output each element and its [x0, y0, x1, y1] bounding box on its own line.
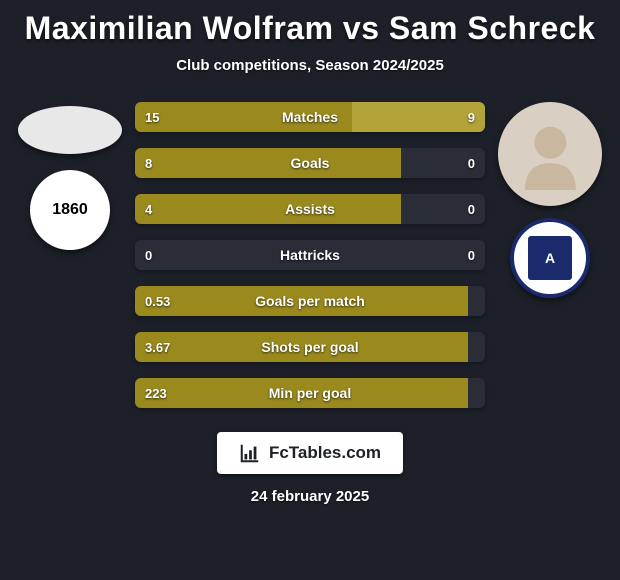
right-player-stack: A [490, 102, 610, 298]
right-club-badge: A [510, 218, 590, 298]
stat-row: Assists40 [135, 194, 485, 224]
stat-value-left: 0 [135, 240, 162, 270]
stat-bar-left [135, 148, 401, 178]
stat-bar-left [135, 332, 468, 362]
stat-row: Goals80 [135, 148, 485, 178]
left-club-badge: 1860 [30, 170, 110, 250]
stat-row: Goals per match0.53 [135, 286, 485, 316]
page-subtitle: Club competitions, Season 2024/2025 [0, 57, 620, 74]
stat-row: Hattricks0 0 [135, 240, 485, 270]
stat-bar-left [135, 194, 401, 224]
stat-bars: Matches159Goals80Assists40Hattricks00Goa… [135, 102, 485, 408]
stat-row: Shots per goal3.67 [135, 332, 485, 362]
brand-badge[interactable]: FcTables.com [217, 432, 403, 474]
page-title: Maximilian Wolfram vs Sam Schreck [0, 0, 620, 47]
stat-row: Min per goal223 [135, 378, 485, 408]
stat-bar-left [135, 286, 468, 316]
stat-value-right: 0 [458, 194, 485, 224]
stat-bar-left [135, 378, 468, 408]
right-player-portrait [498, 102, 602, 206]
stat-bar-left [135, 102, 352, 132]
footer: FcTables.com 24 february 2025 [0, 432, 620, 505]
left-club-badge-text: 1860 [52, 201, 88, 219]
stat-value-right [465, 286, 485, 316]
brand-text: FcTables.com [269, 443, 381, 463]
stat-value-right: 0 [458, 148, 485, 178]
stat-value-right [465, 378, 485, 408]
comparison-content: 1860 A Matches159 Goals80 Assists40 Hattric… [0, 102, 620, 408]
left-player-stack: 1860 [10, 102, 130, 250]
right-club-badge-inner: A [528, 236, 572, 280]
stat-label: Hattricks [135, 240, 485, 270]
stat-value-right: 0 [458, 240, 485, 270]
stat-bar-right [352, 102, 485, 132]
comparison-date: 24 february 2025 [251, 488, 369, 505]
person-silhouette-icon [514, 118, 587, 191]
stat-value-right [465, 332, 485, 362]
stat-row: Matches159 [135, 102, 485, 132]
chart-icon [239, 442, 261, 464]
right-club-badge-letter: A [545, 250, 555, 266]
left-player-portrait [18, 106, 122, 154]
